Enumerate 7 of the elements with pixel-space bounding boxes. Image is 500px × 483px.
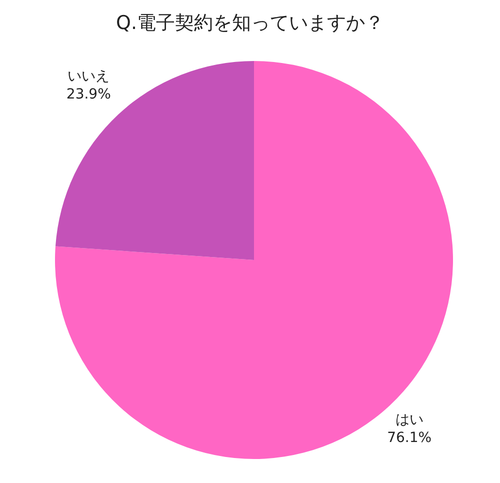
pie-slice bbox=[55, 61, 254, 260]
data-label: 23.9% bbox=[66, 86, 111, 103]
data-label: 76.1% bbox=[387, 430, 432, 446]
pie-slice bbox=[55, 61, 453, 459]
slice-label: いいえ bbox=[68, 68, 110, 84]
slice-label: はい bbox=[395, 412, 424, 428]
chart-title: Q.電子契約を知っていますか？ bbox=[115, 11, 385, 36]
